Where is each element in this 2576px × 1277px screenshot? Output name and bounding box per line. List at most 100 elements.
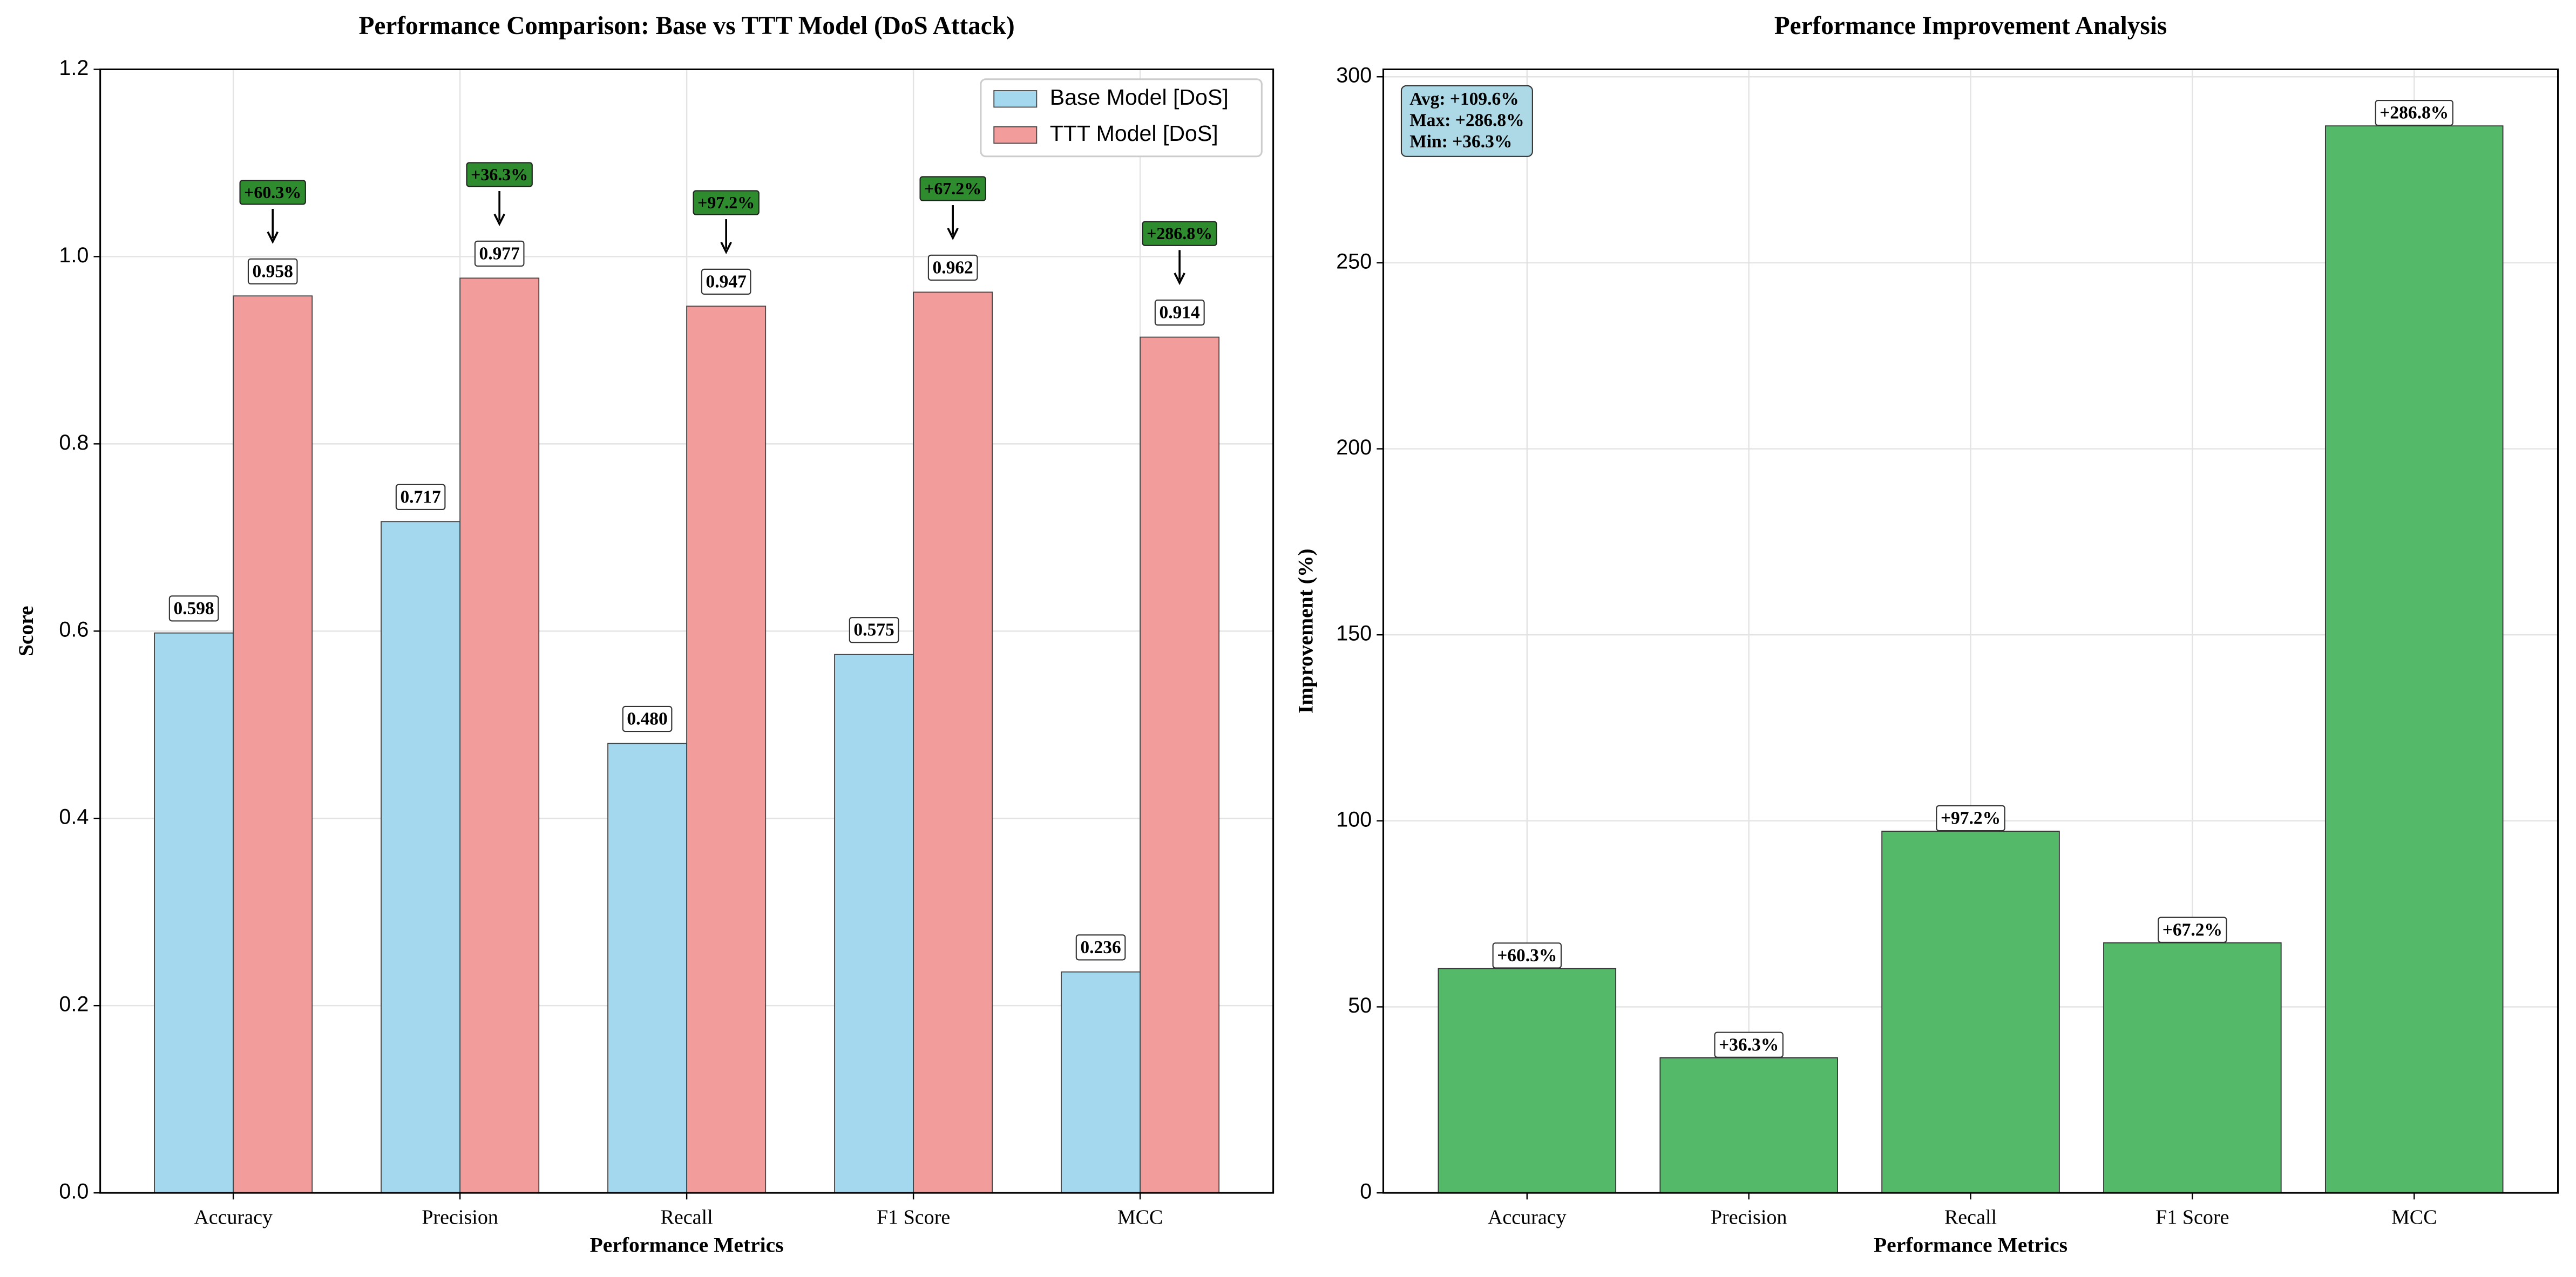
y-axis-label: Score [14, 606, 38, 656]
value-label-box [622, 705, 673, 732]
bar [1438, 968, 1617, 1194]
improvement-label-group: +286.8% [1142, 221, 1217, 246]
value-label-box [849, 617, 899, 643]
bar [1881, 831, 2060, 1194]
bar [459, 277, 540, 1194]
value-label: 0.236 [1080, 938, 1121, 957]
y-tick-label: 300 [1336, 64, 1372, 87]
legend-swatch [993, 90, 1038, 108]
chart-title: Performance Comparison: Base vs TTT Mode… [359, 12, 1015, 40]
x-axis-label: Performance Metrics [1874, 1233, 2067, 1257]
bar [381, 521, 461, 1194]
stats-line: Avg: +109.6% [1409, 89, 1519, 109]
arrow-head [947, 227, 959, 240]
x-tick-label: Accuracy [1488, 1206, 1567, 1229]
value-label-box [168, 595, 219, 622]
value-label-box [474, 240, 525, 267]
improvement-label-box [239, 180, 306, 205]
improvement-label-group: +36.3% [466, 162, 533, 187]
x-tick-label: MCC [1117, 1206, 1163, 1229]
value-label: +36.3% [1719, 1035, 1779, 1055]
arrow-head [1174, 273, 1185, 286]
y-tick-label: 200 [1336, 436, 1372, 459]
value-label-group: 0.977 [474, 240, 525, 267]
value-label: 0.717 [400, 487, 440, 507]
value-label: 0.977 [479, 243, 520, 263]
value-label: 0.962 [932, 257, 973, 277]
value-label-group: 0.717 [395, 484, 446, 511]
value-label-group: +36.3% [1714, 1031, 1784, 1058]
y-tick-label: 0.6 [59, 618, 89, 642]
bar [1140, 336, 1220, 1194]
improvement-label-box [919, 176, 986, 201]
bar [607, 743, 688, 1194]
legend-label: Base Model [DoS] [1050, 85, 1229, 110]
stats-box [1400, 85, 1533, 157]
value-label-group: 0.962 [927, 254, 978, 281]
y-tick-label: 0.4 [59, 805, 89, 829]
value-label-group: 0.598 [168, 595, 219, 622]
value-label-group: +97.2% [1936, 805, 2005, 832]
value-label-group: +286.8% [2375, 99, 2453, 126]
value-label-group: +60.3% [1492, 942, 1562, 969]
improvement-label: +60.3% [244, 183, 301, 202]
bar [834, 654, 914, 1194]
x-tick-label: Precision [422, 1206, 498, 1229]
arrow-head [493, 213, 505, 226]
value-label: +97.2% [1941, 809, 2001, 828]
y-tick-label: 0 [1360, 1180, 1372, 1204]
y-tick-label: 0.2 [59, 993, 89, 1016]
value-label: 0.480 [627, 709, 667, 729]
x-tick-label: Recall [1944, 1206, 1997, 1229]
arrow-head [267, 231, 279, 244]
value-label-box [2375, 99, 2453, 126]
improvement-label: +67.2% [924, 179, 981, 198]
value-label-box [701, 268, 751, 295]
bar [686, 305, 767, 1194]
y-tick-label: 0.8 [59, 431, 89, 454]
value-label-box [1075, 934, 1126, 961]
value-label: 0.914 [1159, 303, 1200, 323]
axes-frame [1382, 68, 2559, 1194]
bar [1659, 1057, 1838, 1194]
stats-line: Min: +36.3% [1409, 132, 1512, 152]
y-tick-label: 100 [1336, 807, 1372, 831]
value-label-group: 0.947 [701, 268, 751, 295]
axes-frame [99, 68, 1275, 1194]
value-label-box [247, 258, 298, 284]
y-axis-label: Improvement (%) [1294, 548, 1318, 714]
value-label-box [2158, 916, 2227, 943]
bar [1061, 971, 1141, 1194]
arrow-head [720, 241, 732, 255]
chart-title: Performance Improvement Analysis [1774, 12, 2167, 40]
x-tick-label: Precision [1711, 1206, 1787, 1229]
improvement-label-group: +97.2% [693, 190, 760, 215]
value-label: 0.958 [253, 261, 293, 281]
value-label-group: +67.2% [2158, 916, 2227, 943]
legend-box [980, 78, 1263, 158]
value-label-box [1154, 300, 1205, 326]
value-label-box [927, 254, 978, 281]
stats-group: Avg: +109.6%Max: +286.8%Min: +36.3% [1400, 85, 1533, 157]
improvement-label-group: +60.3% [239, 180, 306, 205]
bar [913, 291, 993, 1194]
y-tick-label: 150 [1336, 622, 1372, 646]
improvement-label: +97.2% [697, 193, 755, 212]
y-tick-label: 1.0 [59, 243, 89, 267]
x-tick-label: Accuracy [194, 1206, 273, 1229]
value-label: +286.8% [2380, 103, 2449, 123]
x-tick-label: MCC [2391, 1206, 2437, 1229]
value-label-group: 0.914 [1154, 300, 1205, 326]
bar [2103, 942, 2282, 1194]
value-label-group: 0.236 [1075, 934, 1126, 961]
bar [154, 632, 234, 1194]
value-label-group: 0.480 [622, 705, 673, 732]
value-label: +67.2% [2163, 920, 2222, 940]
value-label: 0.598 [173, 599, 214, 619]
x-tick-label: F1 Score [2155, 1206, 2229, 1229]
y-tick-label: 250 [1336, 249, 1372, 273]
value-label-group: 0.958 [247, 258, 298, 284]
improvement-label-box [693, 190, 760, 215]
